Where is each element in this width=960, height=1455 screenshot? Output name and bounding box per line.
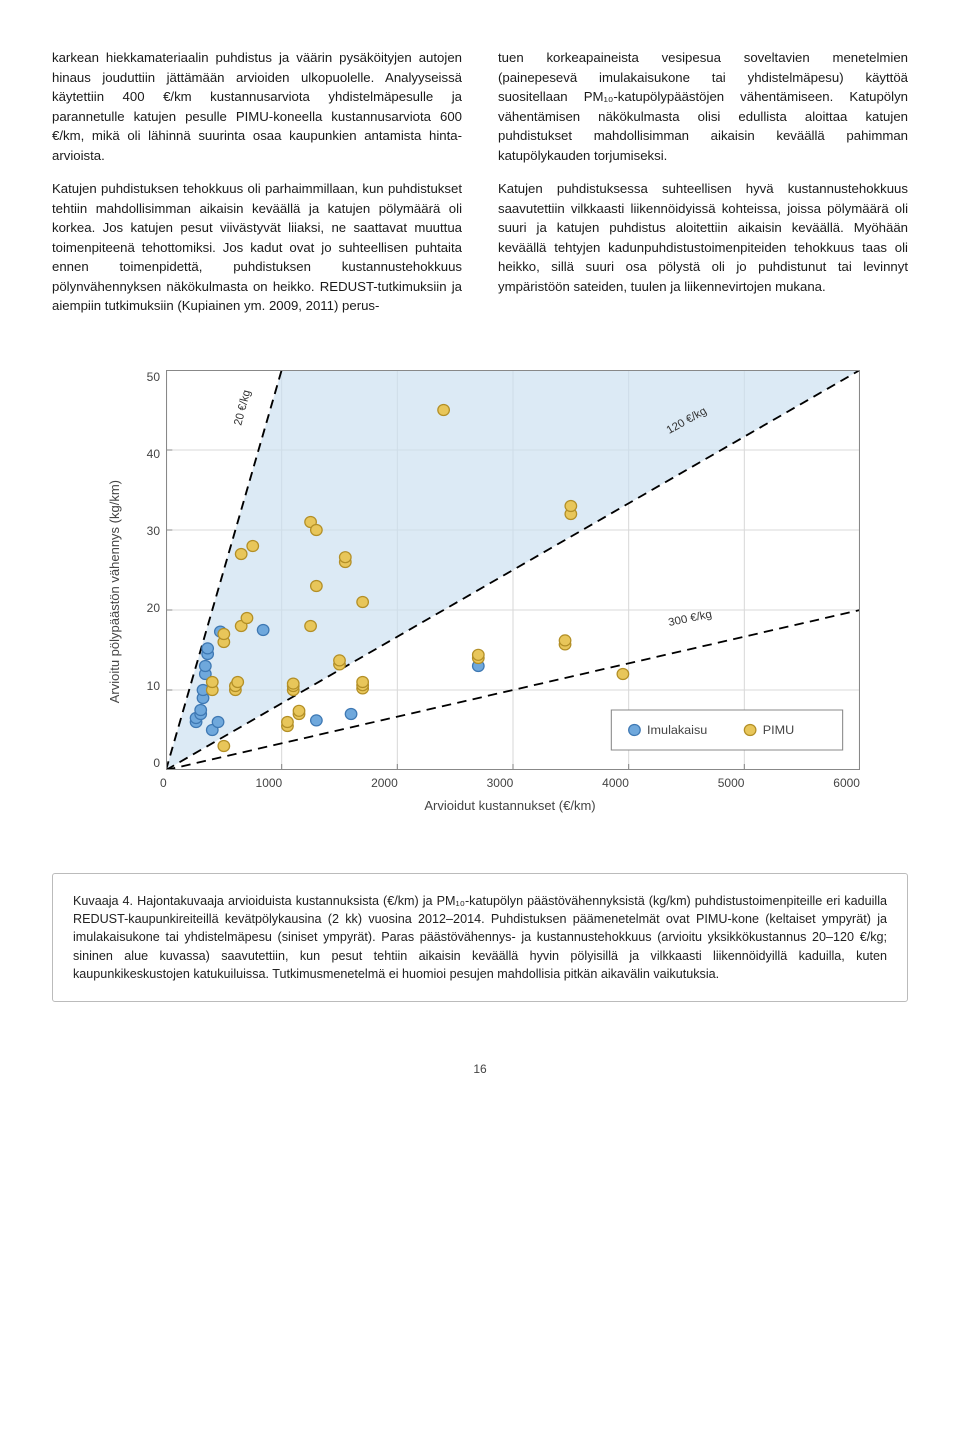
svg-text:Imulakaisu: Imulakaisu — [647, 723, 707, 737]
caption-title: Kuvaaja 4. — [73, 894, 133, 908]
chart-y-ticks: 50 40 30 20 10 0 — [128, 370, 166, 770]
chart-y-tick-label: 20 — [147, 601, 160, 615]
page-number: 16 — [52, 1062, 908, 1076]
caption-body: Hajontakuvaaja arvioiduista kustannuksis… — [73, 894, 887, 981]
paragraph: karkean hiekkamateriaalin puhdistus ja v… — [52, 48, 462, 165]
chart-x-tick-label: 6000 — [833, 776, 860, 790]
chart-x-ticks: 0 1000 2000 3000 4000 5000 6000 — [160, 776, 860, 790]
svg-text:PIMU: PIMU — [763, 723, 795, 737]
chart-plot-area: 20 €/kg120 €/kg300 €/kgImulakaisuPIMU — [166, 370, 860, 770]
chart-y-tick-label: 0 — [153, 756, 160, 770]
column-right: tuen korkeapaineista vesipesua soveltavi… — [498, 48, 908, 330]
chart-y-axis-label: Arvioitu pölypäästön vähennys (kg/km) — [107, 480, 122, 703]
chart-x-tick-label: 1000 — [256, 776, 283, 790]
figure-caption-box: Kuvaaja 4. Hajontakuvaaja arvioiduista k… — [52, 873, 908, 1002]
chart-x-tick-label: 0 — [160, 776, 167, 790]
chart-x-tick-label: 2000 — [371, 776, 398, 790]
chart-x-axis-label: Arvioidut kustannukset (€/km) — [160, 798, 860, 813]
chart-y-tick-label: 30 — [147, 524, 160, 538]
paragraph: tuen korkeapaineista vesipesua soveltavi… — [498, 48, 908, 165]
chart-x-tick-label: 5000 — [718, 776, 745, 790]
column-left: karkean hiekkamateriaalin puhdistus ja v… — [52, 48, 462, 330]
chart-x-tick-label: 3000 — [487, 776, 514, 790]
chart-y-tick-label: 40 — [147, 447, 160, 461]
chart-y-tick-label: 50 — [147, 370, 160, 384]
chart-x-tick-label: 4000 — [602, 776, 629, 790]
scatter-chart-figure: Arvioitu pölypäästön vähennys (kg/km) 50… — [100, 370, 860, 813]
paragraph: Katujen puhdistuksessa suhteellisen hyvä… — [498, 179, 908, 296]
paragraph: Katujen puhdistuksen tehokkuus oli parha… — [52, 179, 462, 316]
chart-y-tick-label: 10 — [147, 679, 160, 693]
body-text-two-column: karkean hiekkamateriaalin puhdistus ja v… — [52, 48, 908, 330]
